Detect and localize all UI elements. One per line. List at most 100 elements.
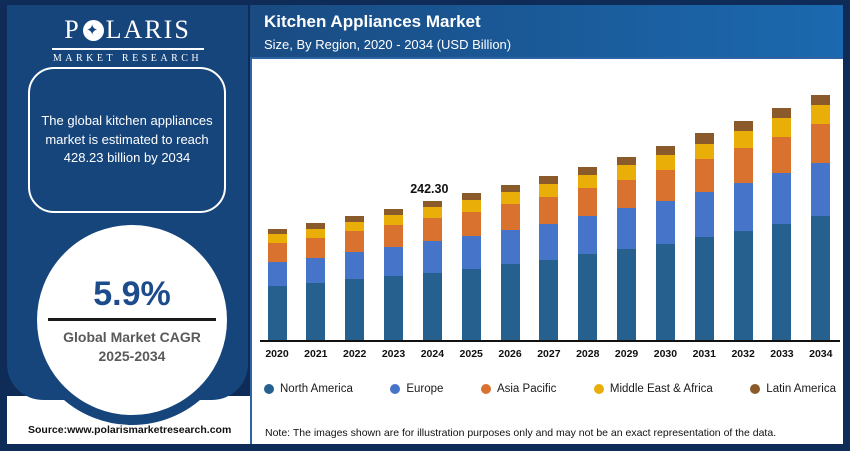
bar-segment-north-america-2025 — [461, 268, 481, 340]
bar-segment-asia-pacific-2024 — [422, 218, 442, 242]
bar-segment-latin-america-2028 — [578, 166, 598, 175]
x-tick-label-2032: 2032 — [731, 348, 755, 360]
bar-segment-latin-america-2022 — [345, 215, 365, 222]
bar-segment-middle-east-africa-2020 — [267, 234, 287, 243]
stacked-bar-2030 — [655, 145, 675, 340]
bars-area: 242.30 — [262, 95, 836, 340]
x-axis-line — [260, 340, 840, 342]
x-tick-label-2034: 2034 — [809, 348, 833, 360]
bar-column-2021 — [301, 95, 331, 340]
bar-segment-europe-2027 — [539, 223, 559, 261]
bar-segment-middle-east-africa-2023 — [384, 214, 404, 226]
stacked-bar-2020 — [267, 229, 287, 340]
bar-segment-middle-east-africa-2027 — [539, 183, 559, 197]
stacked-bar-2022 — [345, 215, 365, 340]
bar-column-2026 — [495, 95, 525, 340]
legend-dot-icon — [593, 384, 604, 394]
estimate-callout-box: The global kitchen appliances market is … — [28, 67, 226, 213]
legend-dot-icon — [390, 384, 401, 394]
stacked-bar-2034 — [811, 95, 831, 340]
stacked-bar-2029 — [617, 156, 637, 340]
bar-segment-middle-east-africa-2032 — [733, 130, 753, 148]
source-text: Source:www.polarismarketresearch.com — [28, 424, 232, 436]
bar-segment-europe-2024 — [422, 241, 442, 273]
estimate-callout-text: The global kitchen appliances market is … — [41, 112, 213, 166]
stacked-bar-2032 — [733, 120, 753, 340]
bar-segment-middle-east-africa-2029 — [617, 165, 637, 180]
bar-segment-middle-east-africa-2033 — [772, 118, 792, 137]
stacked-bar-2027 — [539, 176, 559, 340]
legend-label: Asia Pacific — [496, 383, 557, 395]
bar-segment-middle-east-africa-2031 — [694, 143, 714, 160]
chart-header: Kitchen Appliances Market Size, By Regio… — [250, 5, 843, 57]
bar-segment-north-america-2021 — [306, 282, 326, 340]
bar-segment-latin-america-2029 — [617, 156, 637, 166]
bar-column-2032 — [728, 95, 758, 340]
bar-segment-asia-pacific-2028 — [578, 188, 598, 216]
bar-segment-north-america-2029 — [617, 249, 637, 340]
bar-segment-asia-pacific-2031 — [694, 159, 714, 193]
bar-segment-north-america-2026 — [500, 264, 520, 340]
cagr-value: 5.9% — [93, 275, 171, 313]
bar-segment-north-america-2031 — [694, 237, 714, 340]
stacked-bar-2031 — [694, 133, 714, 340]
bar-segment-middle-east-africa-2030 — [655, 154, 675, 171]
bar-segment-middle-east-africa-2034 — [811, 104, 831, 125]
bar-segment-europe-2029 — [617, 208, 637, 250]
bar-column-2023 — [379, 95, 409, 340]
stacked-bar-2023 — [384, 209, 404, 340]
cagr-divider — [48, 318, 216, 321]
bar-segment-asia-pacific-2033 — [772, 136, 792, 174]
x-axis-labels: 2020 2021 2022 2023 2024 2025 2026 2027 2028 2029… — [262, 348, 836, 360]
legend-dot-icon — [480, 384, 491, 394]
cagr-badge: 5.9% Global Market CAGR 2025-2034 — [27, 215, 237, 425]
bar-segment-europe-2032 — [733, 182, 753, 231]
legend-item-middle-east-africa: Middle East & Africa — [593, 383, 713, 395]
bar-column-2027 — [534, 95, 564, 340]
bar-segment-asia-pacific-2027 — [539, 196, 559, 224]
legend-dot-icon — [264, 384, 274, 394]
bar-segment-europe-2033 — [772, 173, 792, 224]
bar-column-2031 — [689, 95, 719, 340]
bar-segment-north-america-2034 — [811, 215, 831, 340]
cagr-label: Global Market CAGR 2025-2034 — [37, 328, 227, 366]
bar-segment-latin-america-2032 — [733, 120, 753, 131]
bar-segment-asia-pacific-2021 — [306, 237, 326, 258]
bar-segment-europe-2030 — [655, 200, 675, 244]
bar-segment-middle-east-africa-2024 — [422, 207, 442, 219]
stacked-bar-2025 — [461, 193, 481, 340]
bar-segment-middle-east-africa-2028 — [578, 174, 598, 189]
x-tick-label-2020: 2020 — [265, 348, 289, 360]
logo-text-right: LARIS — [105, 15, 191, 44]
legend-label: North America — [280, 383, 353, 395]
chart-title: Kitchen Appliances Market — [264, 12, 481, 31]
bar-segment-north-america-2030 — [655, 243, 675, 340]
stacked-bar-2021 — [306, 223, 326, 340]
note-text: Note: The images shown are for illustrat… — [265, 427, 777, 439]
bar-segment-latin-america-2025 — [461, 193, 481, 201]
bar-segment-north-america-2024 — [422, 272, 442, 340]
bar-segment-latin-america-2024 — [422, 201, 442, 208]
bar-segment-europe-2025 — [461, 235, 481, 269]
bar-segment-latin-america-2020 — [267, 229, 287, 235]
logo-wordmark: P ✦ LARIS — [7, 15, 248, 45]
legend-label: Middle East & Africa — [609, 383, 713, 395]
bar-segment-asia-pacific-2025 — [461, 211, 481, 236]
bar-segment-latin-america-2031 — [694, 133, 714, 144]
legend-item-asia-pacific: Asia Pacific — [480, 383, 557, 395]
bar-column-2030 — [650, 95, 680, 340]
bar-value-label-2024: 242.30 — [410, 182, 449, 197]
bar-segment-asia-pacific-2034 — [811, 124, 831, 163]
bar-column-2022 — [340, 95, 370, 340]
legend-dot-icon — [750, 384, 761, 394]
x-tick-label-2023: 2023 — [381, 348, 406, 360]
bar-column-2020 — [262, 95, 292, 340]
bar-segment-latin-america-2021 — [306, 223, 326, 229]
cagr-label-line1: Global Market CAGR — [63, 329, 201, 345]
x-tick-label-2027: 2027 — [537, 348, 561, 360]
bar-segment-north-america-2023 — [384, 276, 404, 340]
bar-segment-middle-east-africa-2026 — [500, 192, 520, 205]
bar-segment-asia-pacific-2020 — [267, 242, 287, 262]
bar-segment-middle-east-africa-2022 — [345, 221, 365, 232]
bar-segment-north-america-2027 — [539, 260, 559, 340]
